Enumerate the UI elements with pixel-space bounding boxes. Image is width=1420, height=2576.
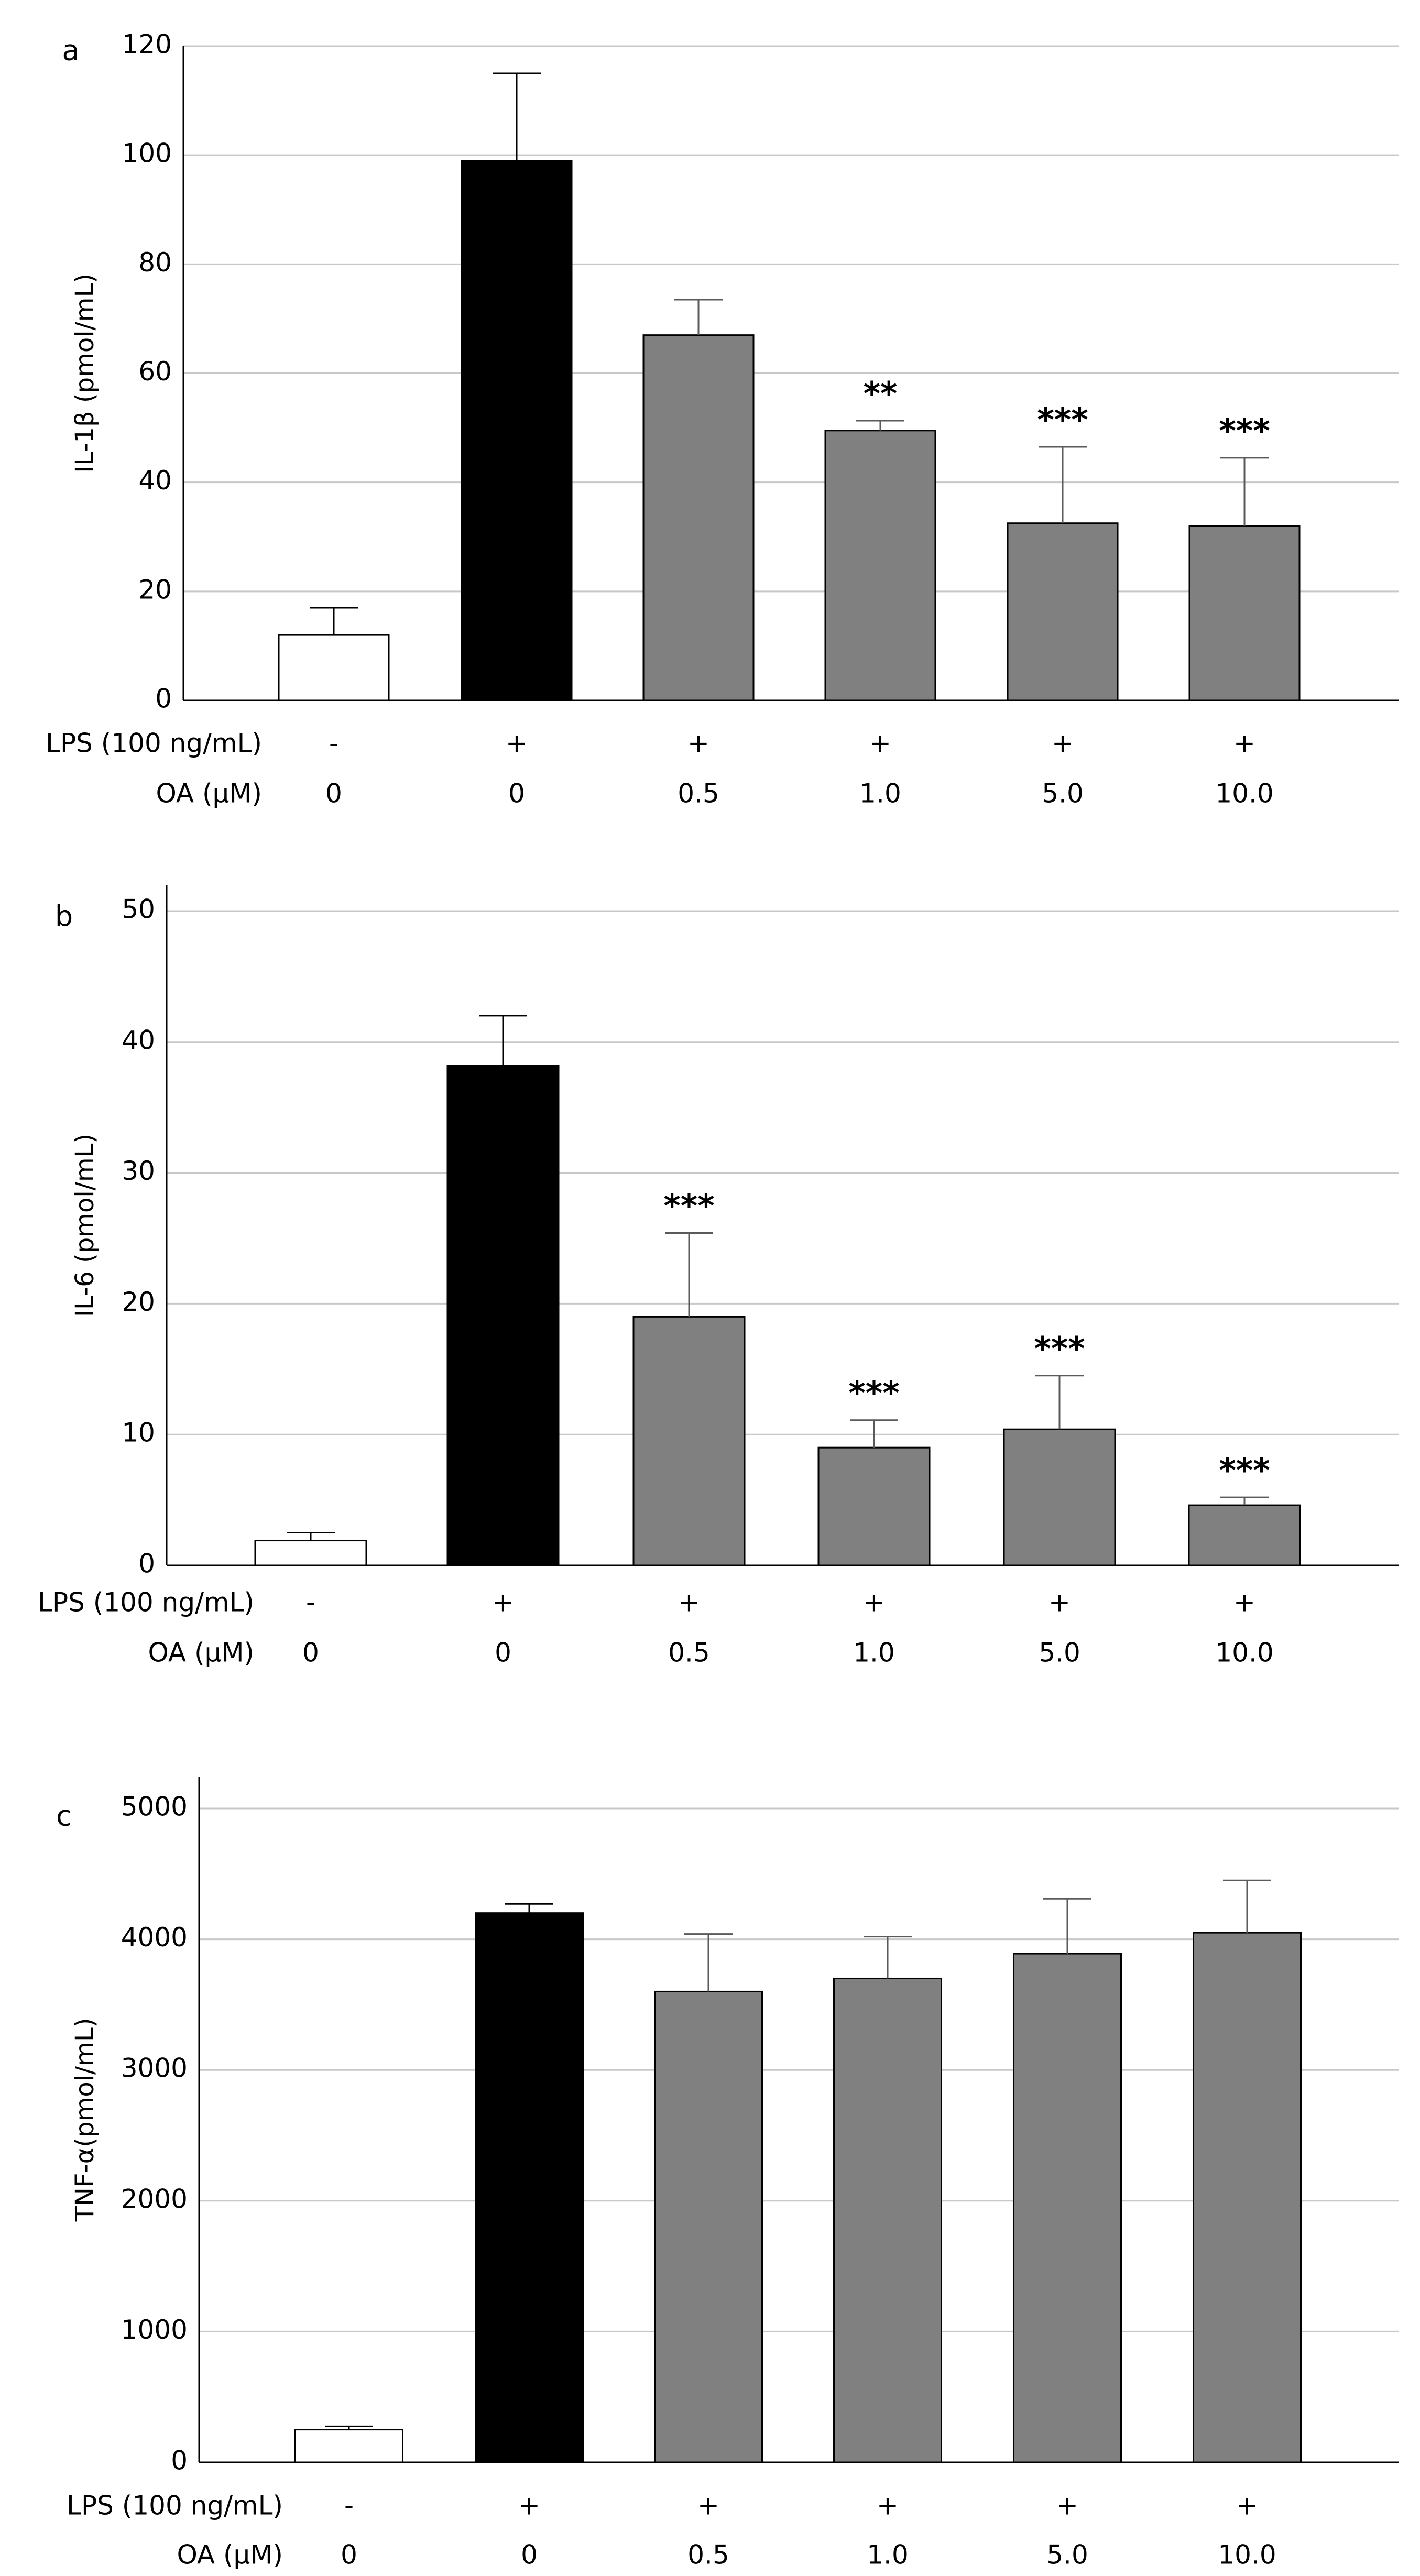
treatment-value: 0.5 [678,779,719,809]
treatment-value: + [678,1587,700,1618]
treatment-row-label: OA (μM) [148,1638,254,1668]
treatment-value: + [518,2491,540,2521]
treatment-value: + [492,1587,514,1618]
treatment-value: 5.0 [1046,2540,1088,2570]
treatment-value: 0 [495,1638,511,1668]
bar [254,1540,367,1566]
y-tick-label: 1000 [121,2315,188,2345]
treatment-row-label: LPS (100 ng/mL) [67,2491,283,2521]
bar [278,634,390,701]
treatment-value: 0 [508,779,525,809]
y-tick-label: 30 [122,1156,155,1186]
y-tick-label: 4000 [121,1922,188,1953]
treatment-row-label: OA (μM) [156,779,262,809]
significance-label: *** [848,1374,899,1412]
treatment-value: + [1233,1587,1255,1618]
bar [833,1977,942,2463]
treatment-value: 0.5 [687,2540,729,2570]
y-tick-label: 0 [138,1549,155,1579]
treatment-value: 10.0 [1215,1638,1273,1668]
bar [1013,1953,1122,2463]
bar [1003,1428,1116,1566]
panel-label: c [56,1800,72,1833]
significance-label: *** [1034,1330,1085,1368]
significance-label: *** [1219,412,1270,450]
chart-panel-c: c 0 1000 2000 3000 4000 5000 TNF-α(pmol/mL) LPS … [56,1777,1399,2570]
y-tick-label: 60 [138,356,172,387]
bar [446,1065,560,1566]
y-tick-label: 120 [122,29,172,60]
treatment-value: + [877,2491,899,2521]
panel-label: b [55,900,73,933]
treatment-value: - [329,728,338,759]
treatment-value: + [1052,728,1074,759]
y-tick-label: 0 [155,684,172,714]
y-tick-label: 20 [122,1287,155,1317]
bar [824,430,936,701]
bar [294,2429,403,2463]
panel-label: a [62,34,79,67]
y-axis-label: IL-1β (pmol/mL) [70,273,100,473]
treatment-value: 1.0 [853,1638,895,1668]
treatment-value: 1.0 [867,2540,909,2570]
y-tick-label: 80 [138,247,172,278]
treatment-value: + [1056,2491,1078,2521]
treatment-value: - [306,1587,315,1618]
treatment-value: + [697,2491,719,2521]
treatment-value: 5.0 [1039,1638,1080,1668]
bar [475,1912,584,2463]
bar [1188,1504,1301,1566]
y-tick-label: 5000 [121,1792,188,1822]
treatment-value: + [1236,2491,1258,2521]
treatment-value: 0.5 [668,1638,710,1668]
treatment-value: 1.0 [859,779,901,809]
treatment-value: + [863,1587,885,1618]
treatment-value: - [344,2491,354,2521]
bar [817,1446,931,1566]
y-tick-label: 2000 [121,2184,188,2214]
bar [1007,522,1119,701]
treatment-value: 0 [521,2540,538,2570]
treatment-value: + [687,728,709,759]
significance-label: *** [1037,401,1088,439]
treatment-value: + [869,728,891,759]
treatment-value: 10.0 [1215,779,1273,809]
treatment-row-label: OA (μM) [177,2540,283,2570]
y-tick-label: 0 [171,2446,188,2476]
significance-label: *** [663,1187,714,1225]
treatment-value: + [506,728,528,759]
y-tick-label: 3000 [121,2053,188,2084]
y-axis-label: TNF-α(pmol/mL) [70,2018,100,2222]
treatment-value: + [1048,1587,1071,1618]
y-tick-label: 50 [122,894,155,925]
treatment-row-label: LPS (100 ng/mL) [46,728,262,759]
treatment-value: 5.0 [1042,779,1084,809]
bar [1193,1932,1302,2463]
treatment-value: 0 [325,779,342,809]
treatment-value: 0 [302,1638,319,1668]
bar [654,1990,763,2463]
significance-label: *** [1219,1451,1270,1489]
bar [1188,525,1301,701]
y-tick-label: 100 [122,138,172,169]
bar [642,334,755,701]
chart-panel-b: b 0 10 20 30 40 50 IL-6 (pmol/mL) *** *** *** *** LP… [38,885,1399,1668]
treatment-value: + [1233,728,1255,759]
y-tick-label: 40 [122,1025,155,1055]
treatment-row-label: LPS (100 ng/mL) [38,1587,254,1618]
treatment-value: 0 [341,2540,357,2570]
significance-label: ** [864,375,898,413]
bar [632,1316,746,1566]
y-tick-label: 20 [138,574,172,605]
y-tick-label: 40 [138,465,172,496]
treatment-value: 10.0 [1218,2540,1276,2570]
y-axis-label: IL-6 (pmol/mL) [70,1134,100,1317]
bar [461,160,573,701]
y-tick-label: 10 [122,1418,155,1448]
